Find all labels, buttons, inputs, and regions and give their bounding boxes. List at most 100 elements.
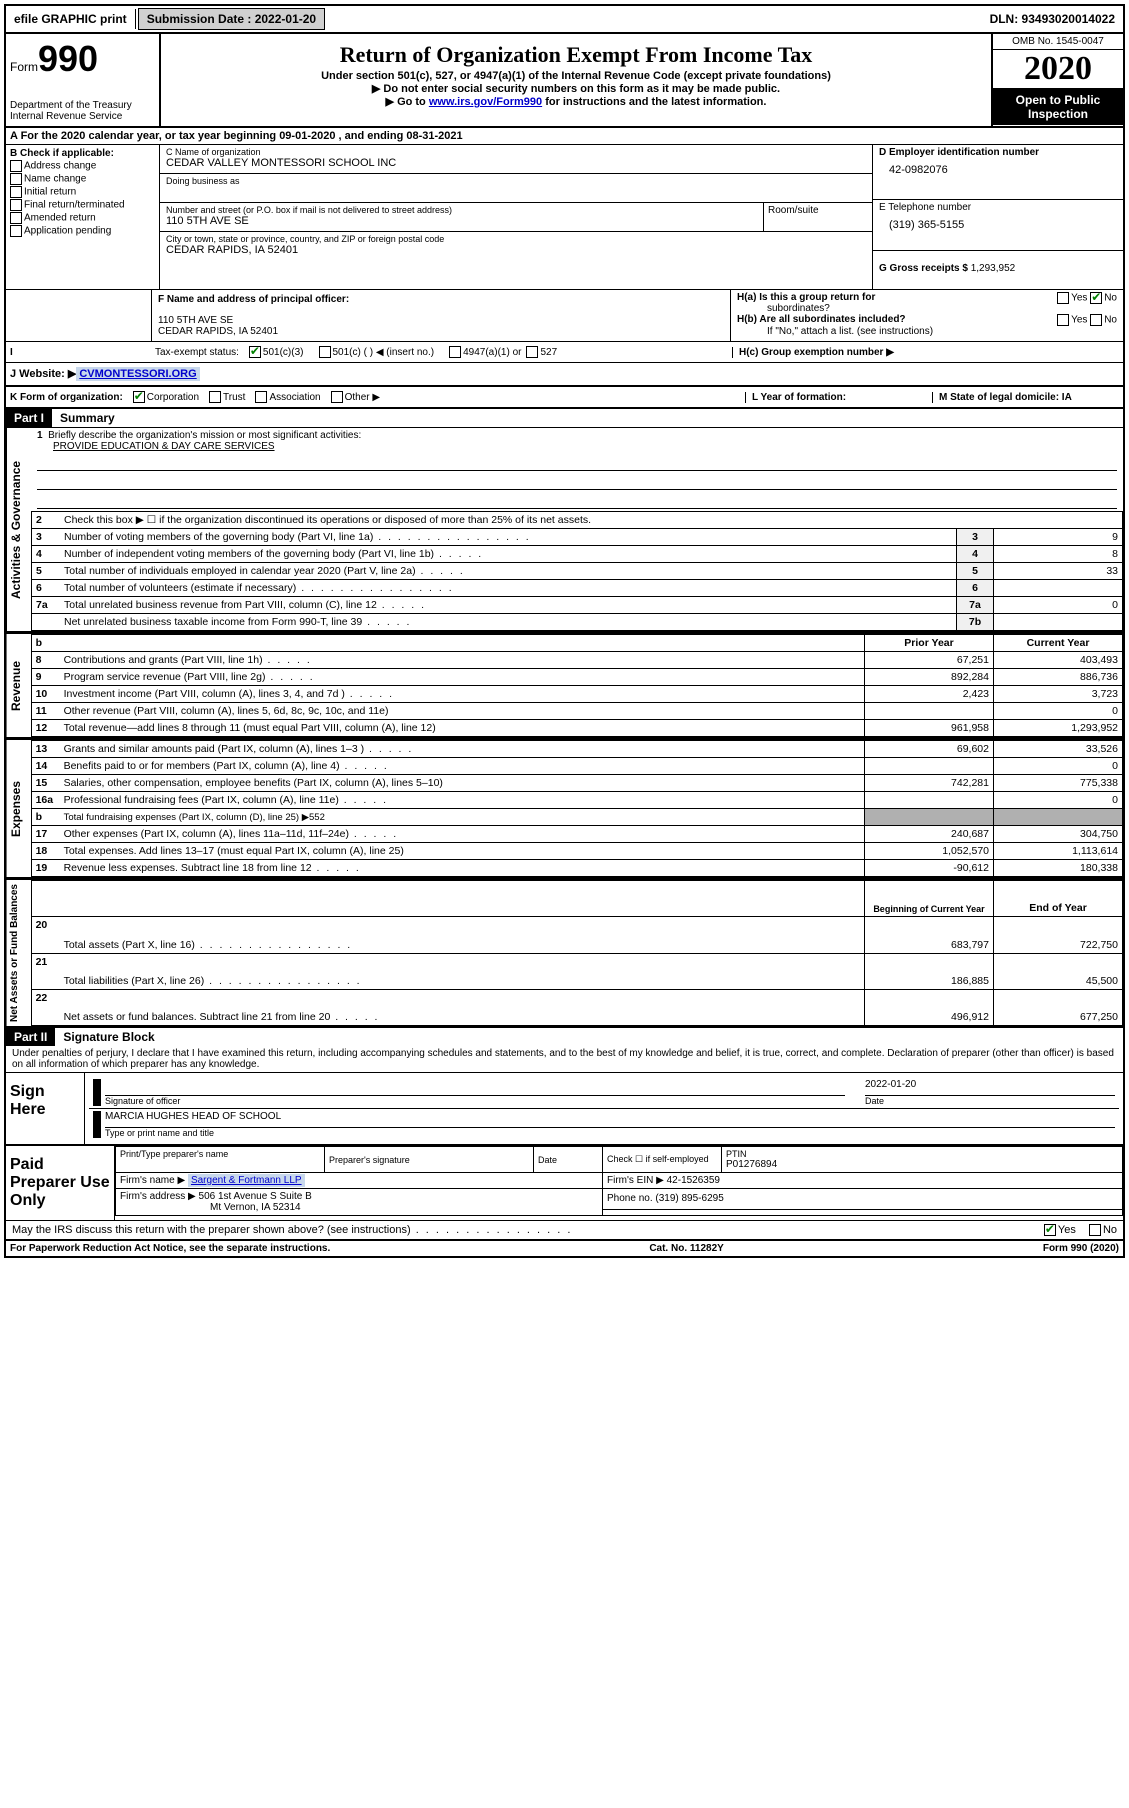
check-name-change[interactable] <box>10 173 22 185</box>
c17: 304,750 <box>994 826 1123 843</box>
firm-name[interactable]: Sargent & Fortmann LLP <box>188 1174 305 1187</box>
tax-year: 2020 <box>993 50 1123 89</box>
l4: Number of independent voting members of … <box>64 548 483 560</box>
preparer-table: Print/Type preparer's name Preparer's si… <box>115 1146 1123 1216</box>
discuss-no[interactable] <box>1089 1224 1101 1236</box>
col-prior: Prior Year <box>865 635 994 652</box>
website-row: J Website: ▶ CVMONTESSORI.ORG <box>6 363 1123 387</box>
form-container: efile GRAPHIC print Submission Date : 20… <box>4 4 1125 1258</box>
c12: 1,293,952 <box>994 720 1123 737</box>
ha-label: H(a) Is this a group return for <box>737 292 875 303</box>
omb-number: OMB No. 1545-0047 <box>993 34 1123 50</box>
check-527[interactable] <box>526 346 538 358</box>
l17: Other expenses (Part IX, column (A), lin… <box>64 828 399 840</box>
sign-here-section: Sign Here Signature of officer 2022-01-2… <box>6 1073 1123 1144</box>
efile-label[interactable]: efile GRAPHIC print <box>6 9 136 29</box>
hb-no-lbl: No <box>1104 315 1117 326</box>
irs-link[interactable]: www.irs.gov/Form990 <box>429 96 542 108</box>
col-end: End of Year <box>994 881 1123 917</box>
check-assoc[interactable] <box>255 391 267 403</box>
col-c-entity: C Name of organization CEDAR VALLEY MONT… <box>160 145 872 289</box>
hb-yes[interactable] <box>1057 314 1069 326</box>
l21: Total liabilities (Part X, line 26) <box>64 975 362 987</box>
l20: Total assets (Part X, line 16) <box>64 939 353 951</box>
l6: Total number of volunteers (estimate if … <box>64 582 454 594</box>
website-link[interactable]: CVMONTESSORI.ORG <box>76 367 199 381</box>
v4: 8 <box>994 546 1123 563</box>
v7b <box>994 614 1123 631</box>
org-name-label: C Name of organization <box>166 147 866 157</box>
p13: 69,602 <box>865 741 994 758</box>
l5: Total number of individuals employed in … <box>64 565 465 577</box>
note-post: for instructions and the latest informat… <box>542 96 766 108</box>
v3: 9 <box>994 529 1123 546</box>
p10: 2,423 <box>865 686 994 703</box>
check-final[interactable] <box>10 199 22 211</box>
submission-date[interactable]: Submission Date : 2022-01-20 <box>138 8 325 30</box>
v7a: 0 <box>994 597 1123 614</box>
addr-label: Number and street (or P.O. box if mail i… <box>166 205 757 215</box>
firm-phone-lbl: Phone no. <box>607 1193 655 1204</box>
check-other[interactable] <box>331 391 343 403</box>
tax-status-row: I Tax-exempt status: 501(c)(3) 501(c) ( … <box>6 342 1123 363</box>
l7b: Net unrelated business taxable income fr… <box>64 616 411 628</box>
check-501c3[interactable] <box>249 346 261 358</box>
check-corp[interactable] <box>133 391 145 403</box>
p11 <box>865 703 994 720</box>
check-4947[interactable] <box>449 346 461 358</box>
public-inspection: Open to Public Inspection <box>993 89 1123 125</box>
lbl-assoc: Association <box>269 392 320 403</box>
governance-table: 2Check this box ▶ ☐ if the organization … <box>31 511 1123 631</box>
p16a <box>865 792 994 809</box>
note-ssn: ▶ Do not enter social security numbers o… <box>167 82 985 95</box>
v6 <box>994 580 1123 597</box>
discuss-yes-lbl: Yes <box>1058 1224 1076 1236</box>
l16a: Professional fundraising fees (Part IX, … <box>64 794 388 806</box>
col-begin: Beginning of Current Year <box>865 881 994 917</box>
part2-title: Signature Block <box>55 1028 162 1046</box>
hb-no[interactable] <box>1090 314 1102 326</box>
part2-header-row: Part II Signature Block <box>6 1028 1123 1046</box>
check-trust[interactable] <box>209 391 221 403</box>
ha-no[interactable] <box>1090 292 1102 304</box>
ha-yes[interactable] <box>1057 292 1069 304</box>
mission-block: 1 Briefly describe the organization's mi… <box>31 428 1123 511</box>
sidebar-governance: Activities & Governance <box>6 428 31 631</box>
dept-treasury: Department of the Treasury <box>10 100 155 111</box>
topbar: efile GRAPHIC print Submission Date : 20… <box>6 6 1123 34</box>
prep-sig-lbl: Preparer's signature <box>329 1155 529 1165</box>
org-name: CEDAR VALLEY MONTESSORI SCHOOL INC <box>166 157 866 169</box>
p21: 186,885 <box>865 953 994 989</box>
phone-value: (319) 365-5155 <box>879 213 1117 231</box>
ein-label: D Employer identification number <box>879 147 1117 158</box>
lbl-527: 527 <box>540 347 557 358</box>
p17: 240,687 <box>865 826 994 843</box>
check-initial[interactable] <box>10 186 22 198</box>
section-expenses: Expenses 13Grants and similar amounts pa… <box>6 738 1123 878</box>
check-addr-change[interactable] <box>10 160 22 172</box>
check-amended[interactable] <box>10 212 22 224</box>
part2-badge: Part II <box>6 1028 55 1046</box>
paid-preparer-section: Paid Preparer Use Only Print/Type prepar… <box>6 1144 1123 1220</box>
p18: 1,052,570 <box>865 843 994 860</box>
addr-street: 110 5TH AVE SE <box>166 215 757 227</box>
l9: Program service revenue (Part VIII, line… <box>64 671 315 683</box>
firm-addr-lbl: Firm's address ▶ <box>120 1191 199 1202</box>
c13: 33,526 <box>994 741 1123 758</box>
l3: Number of voting members of the governin… <box>64 531 531 543</box>
phone-label: E Telephone number <box>879 202 1117 213</box>
lbl-4947: 4947(a)(1) or <box>463 347 521 358</box>
l13: Grants and similar amounts paid (Part IX… <box>64 743 414 755</box>
revenue-table: bPrior YearCurrent Year 8Contributions a… <box>31 634 1123 737</box>
hb-note: If "No," attach a list. (see instruction… <box>737 326 1117 337</box>
ha-yes-lbl: Yes <box>1071 293 1087 304</box>
principal-addr1: 110 5TH AVE SE <box>158 315 724 326</box>
check-501c[interactable] <box>319 346 331 358</box>
city-val: CEDAR RAPIDS, IA 52401 <box>166 244 866 256</box>
check-pending[interactable] <box>10 225 22 237</box>
section-netassets: Net Assets or Fund Balances Beginning of… <box>6 878 1123 1028</box>
discuss-yes[interactable] <box>1044 1224 1056 1236</box>
entity-block: B Check if applicable: Address change Na… <box>6 145 1123 290</box>
c16a: 0 <box>994 792 1123 809</box>
p8: 67,251 <box>865 652 994 669</box>
